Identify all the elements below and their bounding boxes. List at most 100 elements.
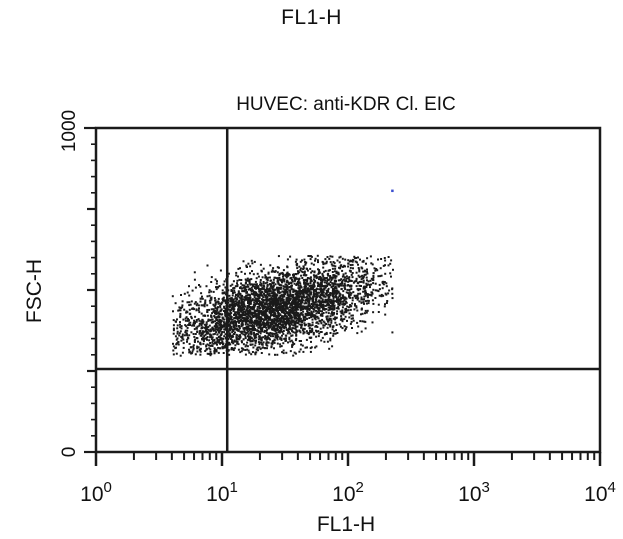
data-point (242, 333, 245, 336)
data-point (325, 333, 328, 335)
data-point (239, 267, 241, 270)
data-point (292, 294, 295, 297)
data-point (272, 295, 275, 298)
data-point (180, 294, 182, 296)
data-point (279, 337, 282, 340)
data-point (311, 270, 314, 273)
data-point (343, 325, 346, 328)
data-point (207, 328, 210, 331)
data-point (253, 331, 255, 334)
data-point (282, 300, 285, 303)
data-point (172, 310, 174, 313)
data-point (311, 321, 314, 324)
data-point (327, 306, 330, 309)
data-point (263, 292, 265, 295)
data-point (288, 273, 291, 276)
data-point (332, 276, 335, 279)
data-point (179, 321, 181, 324)
data-point (308, 290, 311, 293)
data-point (298, 300, 301, 302)
data-point (319, 277, 322, 280)
data-point (286, 265, 289, 268)
data-point (285, 285, 288, 288)
data-point (219, 306, 222, 309)
data-point (256, 295, 259, 298)
data-point (245, 325, 248, 328)
data-point (303, 331, 306, 334)
data-point (200, 292, 203, 295)
data-point (361, 320, 364, 323)
data-point (232, 335, 235, 338)
data-point (304, 261, 307, 263)
data-point (317, 335, 320, 338)
data-point (213, 338, 216, 341)
data-point (387, 292, 390, 295)
data-point (272, 339, 275, 342)
data-point (310, 346, 313, 349)
data-point (291, 288, 294, 291)
x-axis-ticks (94, 452, 602, 466)
data-point (275, 306, 278, 309)
data-point (352, 319, 355, 322)
data-point (391, 292, 394, 295)
data-point (349, 264, 352, 266)
data-point (269, 276, 271, 279)
data-point (347, 259, 350, 262)
data-point (228, 320, 231, 323)
data-point (186, 334, 189, 337)
data-point (199, 341, 202, 344)
data-point (280, 337, 283, 340)
data-point (243, 296, 246, 299)
data-point (221, 326, 224, 329)
data-point (319, 275, 322, 278)
data-point (234, 304, 236, 307)
data-point (360, 308, 363, 311)
data-point (347, 292, 350, 295)
data-point (335, 287, 338, 290)
data-point (228, 324, 231, 327)
data-point (267, 288, 270, 291)
data-point (282, 330, 285, 332)
data-point (221, 298, 224, 301)
data-point (213, 342, 216, 345)
data-point (260, 270, 263, 273)
data-point (329, 325, 332, 328)
data-point (250, 353, 253, 356)
data-point (214, 303, 217, 306)
data-point (224, 311, 226, 314)
data-point (283, 314, 286, 317)
data-point (224, 333, 227, 336)
data-point (305, 291, 308, 294)
data-point (206, 330, 209, 333)
data-point (236, 285, 239, 288)
data-point (247, 317, 249, 320)
data-point (365, 286, 368, 289)
data-point (284, 318, 287, 321)
data-point (209, 352, 212, 355)
data-point (282, 318, 285, 321)
data-point (212, 303, 215, 306)
data-point (303, 302, 306, 305)
data-point (302, 299, 305, 302)
data-point (214, 316, 216, 319)
data-point (350, 292, 353, 295)
data-point (272, 285, 275, 288)
data-point (360, 285, 362, 287)
data-point (289, 322, 292, 325)
data-point (328, 295, 331, 298)
data-point (249, 307, 252, 309)
data-point (238, 317, 241, 320)
data-point (254, 294, 257, 297)
data-point (360, 296, 363, 299)
data-point (289, 289, 292, 292)
data-point (206, 336, 209, 338)
data-point (289, 332, 292, 335)
data-point (391, 288, 394, 291)
data-point (282, 352, 285, 355)
data-point (301, 297, 303, 300)
data-point (299, 320, 302, 323)
data-point (322, 275, 325, 278)
data-point (286, 303, 288, 306)
data-point (266, 283, 269, 286)
data-point (326, 285, 329, 287)
